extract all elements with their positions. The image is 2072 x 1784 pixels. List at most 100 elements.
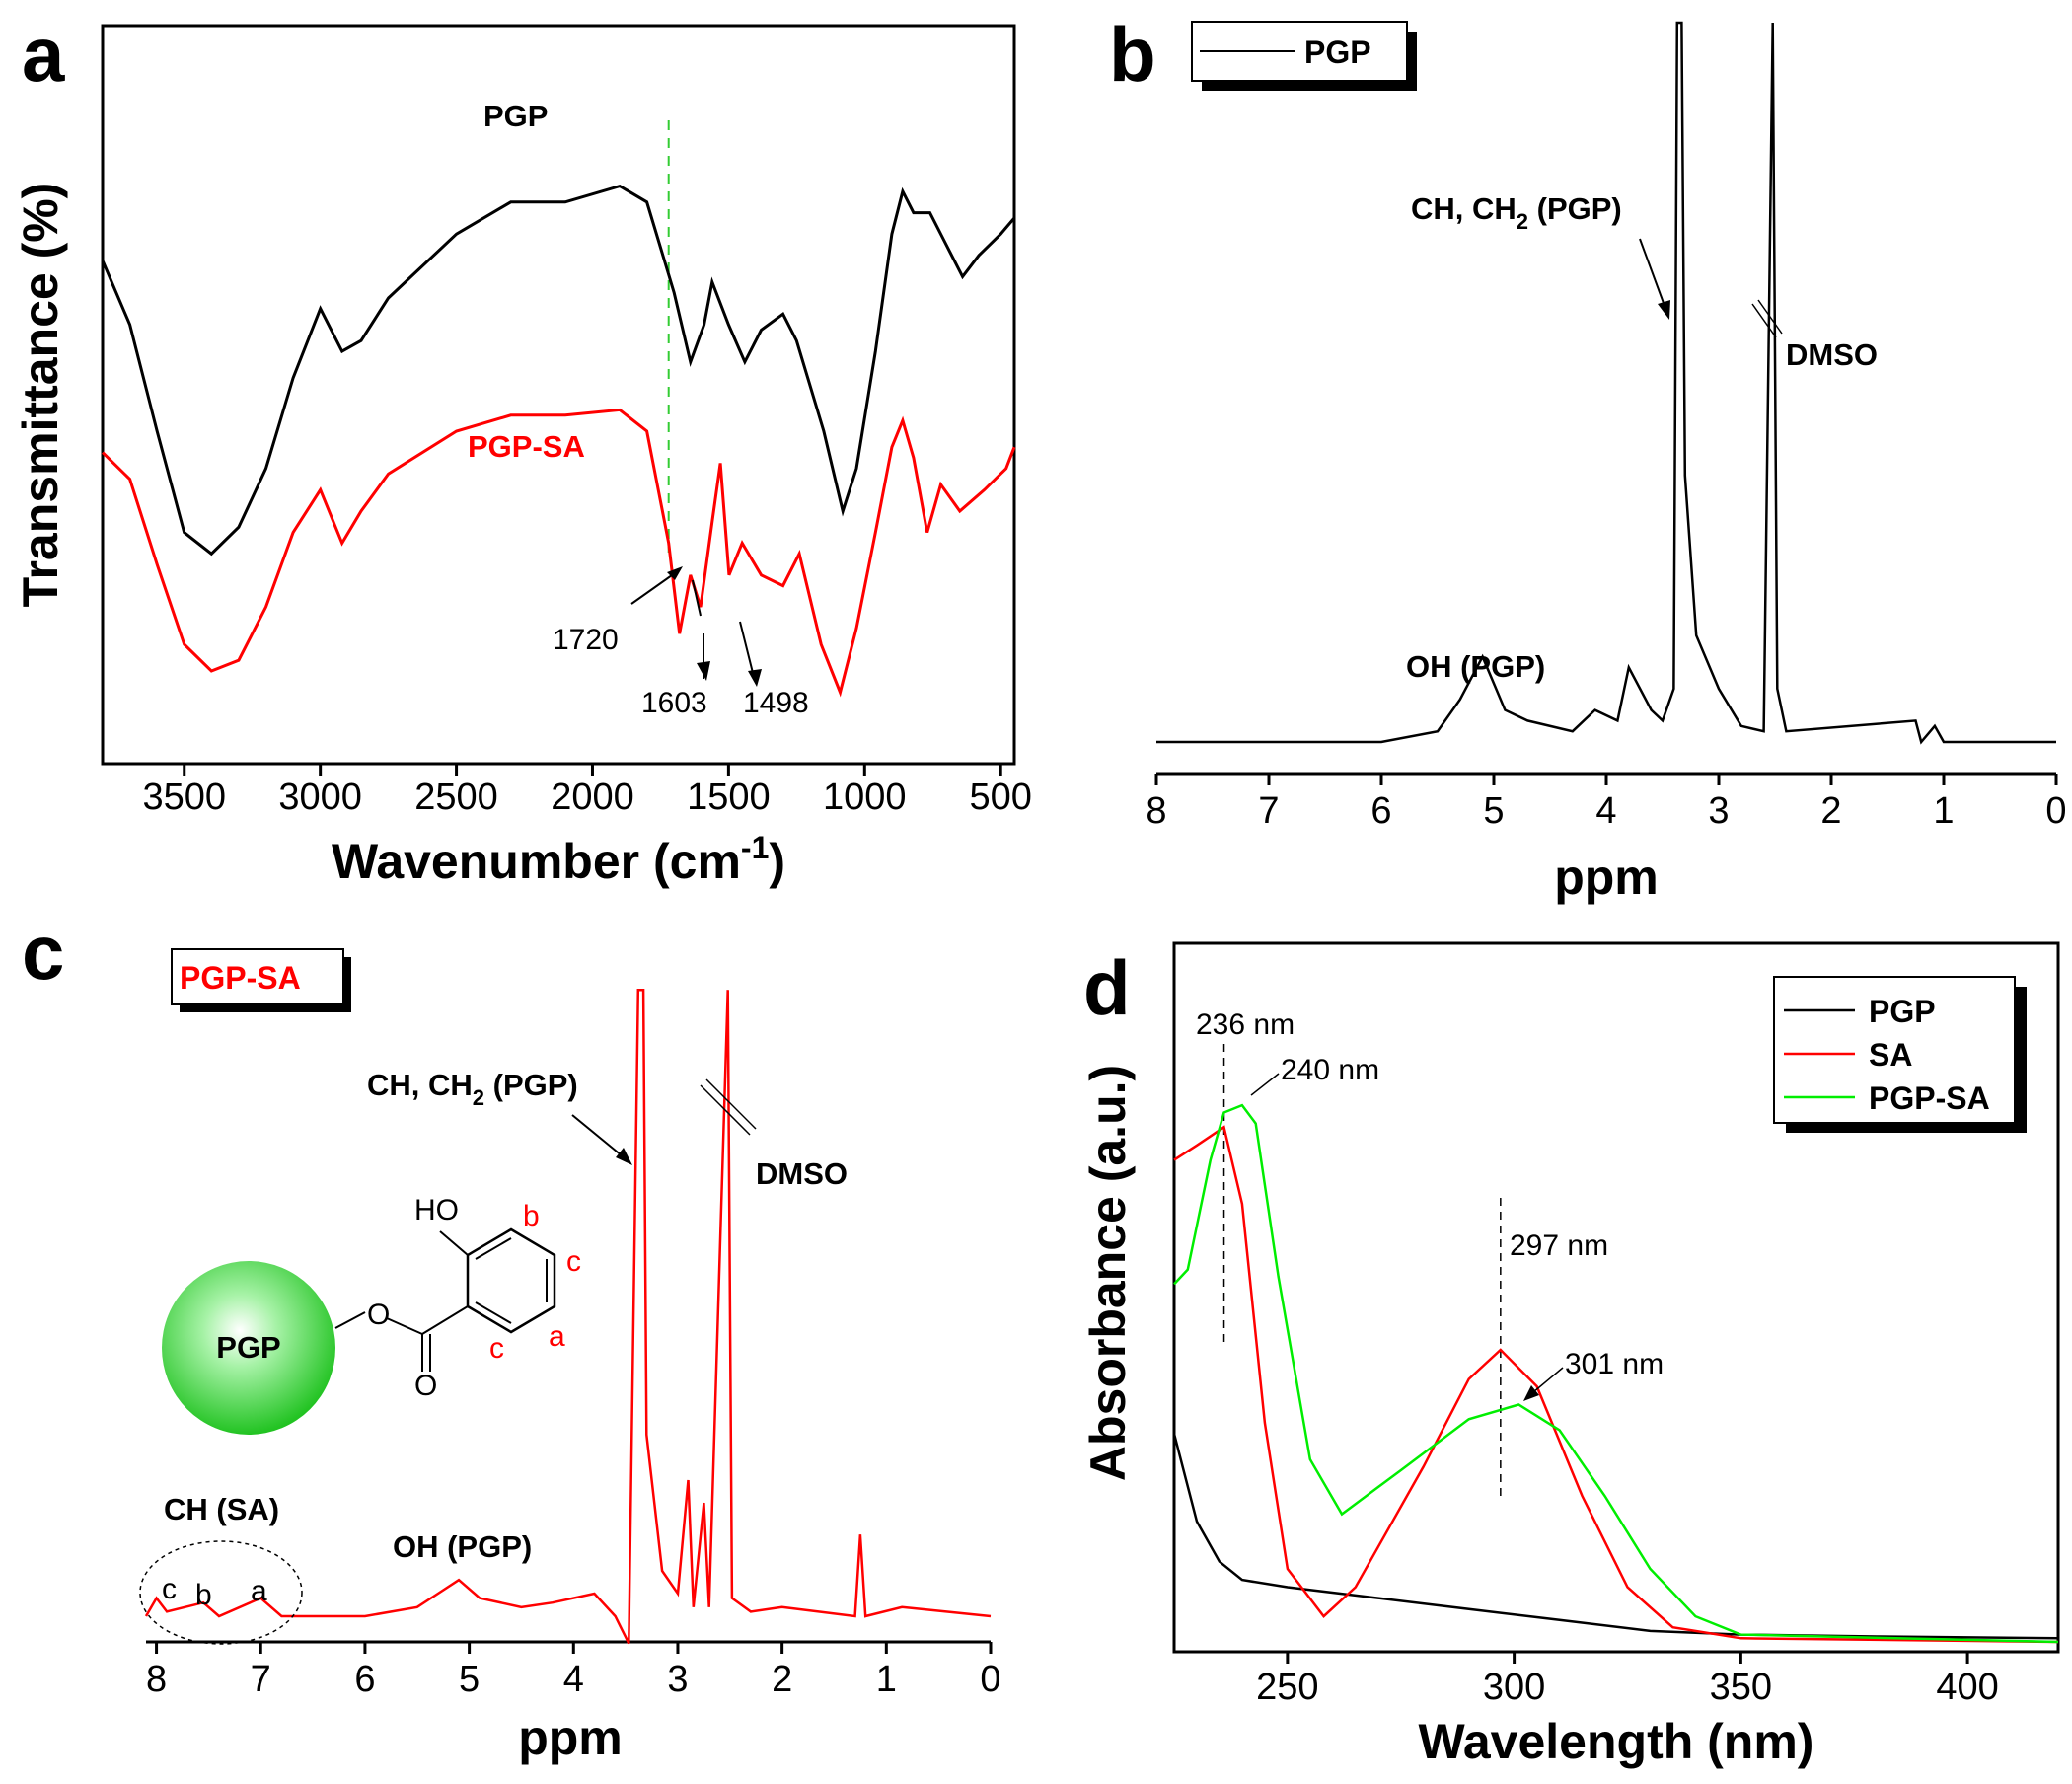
- x-tick-label: 3000: [278, 777, 362, 818]
- x-tick-label: 2000: [551, 777, 634, 818]
- ring-label-c-bottom: c: [489, 1332, 504, 1365]
- annotation-ch-sa: CH (SA): [164, 1492, 279, 1526]
- x-tick-label: 1: [876, 1659, 897, 1700]
- x-tick-label: 350: [1710, 1667, 1772, 1708]
- pgp-sa-structure: PGP O O HO b c c a: [162, 1194, 581, 1435]
- x-tick-label: 3500: [142, 777, 226, 818]
- x-tick-label: 500: [970, 777, 1032, 818]
- x-tick-label: 6: [1370, 790, 1391, 832]
- y-axis-title-d: Absorbance (a.u.): [1080, 1065, 1136, 1481]
- carbonyl-oxygen: O: [414, 1370, 437, 1402]
- ch-sa-ellipse: [139, 1540, 303, 1645]
- peak-label-1498: 1498: [743, 687, 809, 719]
- x-axis-title-c: ppm: [518, 1710, 623, 1765]
- peak-label-c: c: [162, 1573, 177, 1605]
- peak-label-a: a: [251, 1575, 267, 1607]
- series-label-pgp: PGP: [483, 99, 548, 133]
- x-tick-label: 8: [1146, 790, 1166, 832]
- arrowhead-ch-b: [1658, 300, 1670, 320]
- x-axis-title-d: Wavelength (nm): [1419, 1714, 1814, 1769]
- panel-letter-b: b: [1109, 11, 1156, 98]
- x-axis-title-a: Wavenumber (cm-1): [332, 830, 785, 889]
- plot-frame-a: [101, 24, 1016, 766]
- x-tick-label: 2500: [414, 777, 498, 818]
- peak-label-1603: 1603: [641, 687, 707, 719]
- series-line-pgp: [101, 184, 1016, 557]
- x-ticks-c: 8 7 6 5 4 3 2 1 0: [146, 1642, 1001, 1700]
- sphere-label: PGP: [216, 1330, 280, 1365]
- x-tick-label: 300: [1483, 1667, 1545, 1708]
- plot-frame-d: [1172, 941, 2060, 1654]
- annotation-arrows-a: [630, 566, 762, 687]
- annotation-ch-ch2-b: CH, CH2 (PGP): [1411, 191, 1622, 234]
- ring-label-a: a: [549, 1320, 565, 1353]
- dmso-break-b1: [1751, 303, 1777, 338]
- x-tick-label: 2: [772, 1659, 792, 1700]
- peak-label-240: 240 nm: [1281, 1054, 1379, 1086]
- legend-label-pgp-sa-c: PGP-SA: [180, 960, 301, 996]
- hydroxyl-label: HO: [414, 1194, 459, 1226]
- x-tick-label: 4: [1595, 790, 1616, 832]
- annotation-oh-b: OH (PGP): [1406, 649, 1545, 684]
- dmso-break-c2: [705, 1078, 757, 1130]
- x-tick-label: 5: [1483, 790, 1504, 832]
- x-tick-label: 4: [563, 1659, 584, 1700]
- x-tick-label: 5: [459, 1659, 480, 1700]
- peak-label-301: 301 nm: [1565, 1348, 1664, 1380]
- annotation-oh-c: OH (PGP): [393, 1529, 532, 1564]
- x-tick-label: 0: [2045, 790, 2066, 832]
- series-line-pgp-sa-nmr: [144, 988, 992, 1645]
- x-ticks-b: 8 7 6 5 4 3 2 1 0: [1146, 774, 2067, 832]
- annotation-ch-ch2-c: CH, CH2 (PGP): [367, 1068, 578, 1110]
- arrow-ch-b: [1639, 238, 1668, 315]
- arrowhead-301: [1523, 1385, 1539, 1401]
- x-tick-label: 3: [667, 1659, 688, 1700]
- legend-label-pgp-b: PGP: [1304, 35, 1371, 70]
- dmso-break-c1: [700, 1084, 751, 1136]
- series-line-pgp-nmr: [1156, 21, 2056, 745]
- x-ticks-a: 3500 3000 2500 2000 1500 1000 500: [142, 764, 1032, 818]
- panel-letter-a: a: [22, 11, 65, 98]
- arrow-ch-c: [571, 1114, 629, 1161]
- annotation-dmso-b: DMSO: [1786, 337, 1878, 372]
- series-label-pgp-sa: PGP-SA: [468, 429, 585, 464]
- x-tick-label: 0: [980, 1659, 1000, 1700]
- legend-b: PGP: [1191, 21, 1417, 91]
- y-axis-title-a: Transmittance (%): [13, 183, 68, 608]
- x-tick-label: 400: [1936, 1667, 1998, 1708]
- arrowhead-ch-c: [616, 1148, 632, 1165]
- panel-letter-c: c: [22, 909, 64, 996]
- ring-label-b: b: [523, 1200, 540, 1232]
- x-ticks-d: 250 300 350 400: [1256, 1652, 1999, 1708]
- panel-d: d 250 300 350 400 236 nm 240 nm 297 nm 301 …: [1080, 941, 2060, 1769]
- ring-label-c-top: c: [566, 1245, 581, 1278]
- x-tick-label: 3: [1708, 790, 1729, 832]
- annotation-dmso-c: DMSO: [756, 1156, 848, 1191]
- series-line-pgp-sa: [101, 408, 1016, 698]
- x-axis-title-b: ppm: [1554, 850, 1659, 905]
- x-tick-label: 1: [1933, 790, 1954, 832]
- x-tick-label: 7: [251, 1659, 271, 1700]
- series-line-pgp-sa-uv: [1173, 1103, 2059, 1644]
- ester-oxygen: O: [367, 1299, 390, 1331]
- dmso-break-b2: [1757, 299, 1783, 334]
- panel-b: b PGP 8 7 6 5 4 3 2 1 0 CH, CH2 (PGP) DMSO OH (P…: [1109, 11, 2067, 905]
- legend-label-sa-d: SA: [1869, 1037, 1912, 1073]
- x-tick-label: 6: [354, 1659, 375, 1700]
- peak-label-1720: 1720: [553, 624, 619, 656]
- x-tick-label: 250: [1256, 1667, 1318, 1708]
- peak-label-297: 297 nm: [1510, 1229, 1608, 1262]
- x-tick-label: 7: [1258, 790, 1279, 832]
- legend-d: PGP SA PGP-SA: [1773, 976, 2027, 1133]
- x-tick-label: 2: [1820, 790, 1841, 832]
- legend-label-pgp-sa-d: PGP-SA: [1869, 1080, 1990, 1116]
- pgp-sphere: [162, 1261, 335, 1435]
- series-line-sa-uv: [1173, 1125, 2059, 1644]
- arrow-240: [1250, 1073, 1280, 1096]
- legend-label-pgp-d: PGP: [1869, 994, 1936, 1029]
- series-line-pgp-uv: [1172, 1433, 2059, 1640]
- panel-letter-d: d: [1083, 944, 1131, 1031]
- x-tick-label: 1000: [823, 777, 907, 818]
